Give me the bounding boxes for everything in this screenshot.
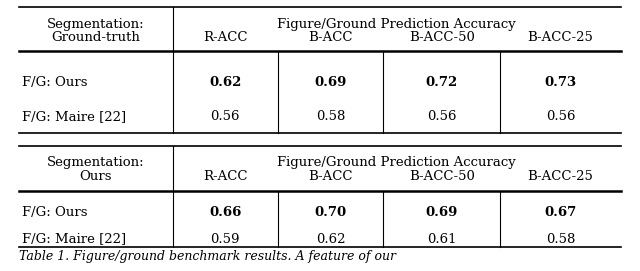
Text: 0.61: 0.61 (427, 233, 456, 246)
Text: 0.69: 0.69 (314, 76, 347, 89)
Text: 0.59: 0.59 (211, 233, 240, 246)
Text: 0.67: 0.67 (545, 206, 577, 219)
Text: F/G: Ours: F/G: Ours (22, 76, 88, 89)
Text: 0.56: 0.56 (427, 110, 456, 123)
Text: Segmentation:: Segmentation: (47, 156, 145, 169)
Text: B-ACC: B-ACC (308, 170, 353, 183)
Text: 0.56: 0.56 (211, 110, 240, 123)
Text: B-ACC-50: B-ACC-50 (409, 170, 475, 183)
Text: 0.56: 0.56 (546, 110, 575, 123)
Text: Table 1. Figure/ground benchmark results. A feature of our: Table 1. Figure/ground benchmark results… (19, 250, 396, 263)
Text: B-ACC-25: B-ACC-25 (528, 170, 593, 183)
Text: Figure/Ground Prediction Accuracy: Figure/Ground Prediction Accuracy (277, 156, 516, 169)
Text: F/G: Maire [22]: F/G: Maire [22] (22, 233, 127, 246)
Text: 0.66: 0.66 (209, 206, 241, 219)
Text: 0.58: 0.58 (316, 110, 345, 123)
Text: R-ACC: R-ACC (203, 31, 248, 44)
Text: 0.58: 0.58 (546, 233, 575, 246)
Text: Ground-truth: Ground-truth (51, 31, 140, 44)
Text: 0.73: 0.73 (545, 76, 577, 89)
Text: F/G: Ours: F/G: Ours (22, 206, 88, 219)
Text: 0.62: 0.62 (209, 76, 241, 89)
Text: B-ACC: B-ACC (308, 31, 353, 44)
Text: 0.72: 0.72 (426, 76, 458, 89)
Text: B-ACC-50: B-ACC-50 (409, 31, 475, 44)
Text: Segmentation:: Segmentation: (47, 18, 145, 31)
Text: 0.70: 0.70 (314, 206, 347, 219)
Text: Figure/Ground Prediction Accuracy: Figure/Ground Prediction Accuracy (277, 18, 516, 31)
Text: Ours: Ours (79, 170, 112, 183)
Text: R-ACC: R-ACC (203, 170, 248, 183)
Text: 0.69: 0.69 (426, 206, 458, 219)
Text: F/G: Maire [22]: F/G: Maire [22] (22, 110, 127, 123)
Text: B-ACC-25: B-ACC-25 (528, 31, 593, 44)
Text: 0.62: 0.62 (316, 233, 345, 246)
